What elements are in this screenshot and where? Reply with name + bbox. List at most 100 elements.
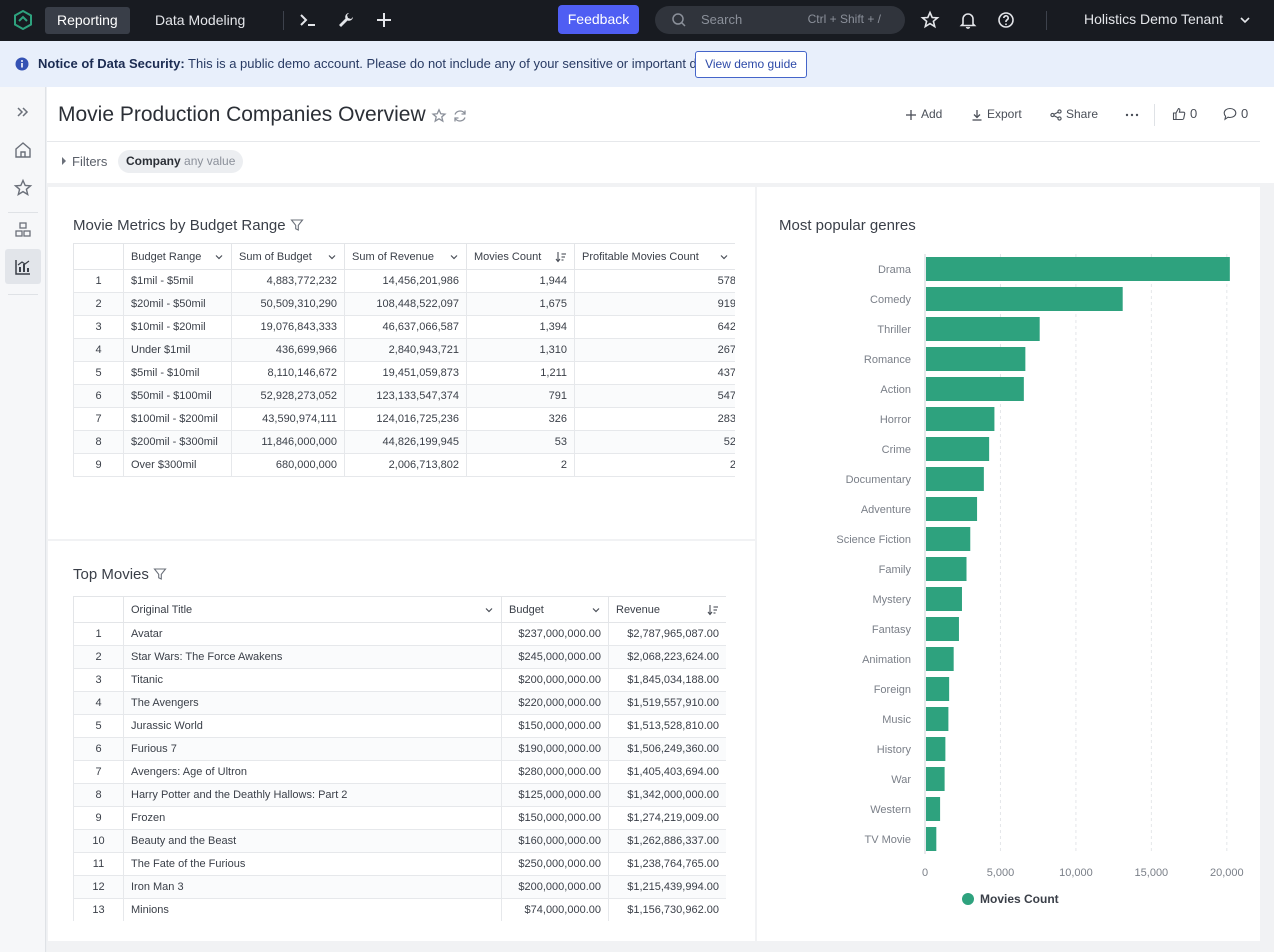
table-row[interactable]: 3 $10mil - $20mil 19,076,843,333 46,637,066… <box>73 315 735 339</box>
table-row[interactable]: 8 $200mil - $300mil 11,846,000,000 44,826,1… <box>73 430 735 454</box>
bar[interactable] <box>926 437 990 461</box>
bell-icon[interactable] <box>958 10 978 30</box>
more-options-icon[interactable] <box>1124 107 1140 123</box>
wrench-icon[interactable] <box>336 10 356 30</box>
chevron-down-icon[interactable] <box>591 605 601 615</box>
bar[interactable] <box>926 827 937 851</box>
sort-descending-icon[interactable] <box>707 604 719 616</box>
expand-sidebar-icon[interactable] <box>13 102 33 122</box>
column-header[interactable]: Original Title <box>123 596 502 623</box>
view-demo-guide-button[interactable]: View demo guide <box>695 51 807 78</box>
terminal-icon[interactable] <box>298 10 318 30</box>
chevron-down-icon[interactable] <box>214 252 224 262</box>
table-row[interactable]: 1 Avatar $237,000,000.00 $2,787,965,087.00 <box>73 622 726 646</box>
home-icon[interactable] <box>13 140 33 160</box>
bar[interactable] <box>926 527 971 551</box>
table-row[interactable]: 13 Minions $74,000,000.00 $1,156,730,962.00 <box>73 898 726 921</box>
table-row[interactable]: 10 Beauty and the Beast $160,000,000.00 $1,… <box>73 829 726 853</box>
chevron-down-icon[interactable] <box>327 252 337 262</box>
bar[interactable] <box>926 737 946 761</box>
chart-legend[interactable]: Movies Count <box>962 892 1059 906</box>
comments-button[interactable]: 0 <box>1223 106 1248 121</box>
search-input[interactable]: Search Ctrl + Shift + / <box>655 6 905 34</box>
bar[interactable] <box>926 677 950 701</box>
column-header[interactable]: Budget <box>501 596 609 623</box>
feedback-button[interactable]: Feedback <box>558 5 639 34</box>
bar[interactable] <box>926 257 1230 281</box>
table-cell: 14,456,201,986 <box>344 269 467 293</box>
table-row[interactable]: 11 The Fate of the Furious $250,000,000.00… <box>73 852 726 876</box>
bar[interactable] <box>926 347 1026 371</box>
table-row[interactable]: 7 Avengers: Age of Ultron $280,000,000.00 $… <box>73 760 726 784</box>
tenant-switcher[interactable]: Holistics Demo Tenant <box>1084 11 1224 27</box>
tab-data-modeling[interactable]: Data Modeling <box>155 12 246 28</box>
table-cell: $1,215,439,994.00 <box>608 875 726 899</box>
table-cell: 4,883,772,232 <box>231 269 345 293</box>
chevron-down-icon[interactable] <box>449 252 459 262</box>
table-row[interactable]: 1 $1mil - $5mil 4,883,772,232 14,456,201,98… <box>73 269 735 293</box>
bar[interactable] <box>926 707 949 731</box>
row-index: 2 <box>73 645 124 669</box>
chevron-down-icon[interactable] <box>1238 13 1252 27</box>
column-header[interactable]: Sum of Budget <box>231 243 345 270</box>
table-cell: $250,000,000.00 <box>501 852 609 876</box>
bar[interactable] <box>926 767 945 791</box>
table-row[interactable]: 3 Titanic $200,000,000.00 $1,845,034,188.00 <box>73 668 726 692</box>
filter-icon[interactable] <box>289 218 304 232</box>
table-cell: $1,238,764,765.00 <box>608 852 726 876</box>
bar[interactable] <box>926 797 941 821</box>
index-header <box>73 243 124 270</box>
help-icon[interactable] <box>996 10 1016 30</box>
table-row[interactable]: 12 Iron Man 3 $200,000,000.00 $1,215,439,99… <box>73 875 726 899</box>
share-button[interactable]: Share <box>1050 107 1098 121</box>
chevron-down-icon[interactable] <box>484 605 494 615</box>
column-header[interactable]: Sum of Revenue <box>344 243 467 270</box>
bar[interactable] <box>926 587 962 611</box>
column-header[interactable]: Profitable Movies Count <box>574 243 735 270</box>
column-header[interactable]: Movies Count <box>466 243 575 270</box>
bar[interactable] <box>926 377 1024 401</box>
star-icon[interactable] <box>920 10 940 30</box>
favorite-star-icon[interactable] <box>431 108 447 124</box>
bar[interactable] <box>926 287 1123 311</box>
table-row[interactable]: 6 $50mil - $100mil 52,928,273,052 123,133,5… <box>73 384 735 408</box>
favorites-star-icon[interactable] <box>13 178 33 198</box>
sort-descending-icon[interactable] <box>555 251 567 263</box>
column-header[interactable]: Revenue <box>608 596 726 623</box>
table-row[interactable]: 2 $20mil - $50mil 50,509,310,290 108,448,52… <box>73 292 735 316</box>
table-row[interactable]: 7 $100mil - $200mil 43,590,974,111 124,016,… <box>73 407 735 431</box>
bar[interactable] <box>926 497 978 521</box>
like-button[interactable]: 0 <box>1172 106 1197 121</box>
filters-toggle[interactable]: Filters <box>62 154 107 169</box>
table-row[interactable]: 9 Frozen $150,000,000.00 $1,274,219,009.00 <box>73 806 726 830</box>
bar[interactable] <box>926 557 967 581</box>
filter-icon[interactable] <box>153 567 167 581</box>
tab-reporting[interactable]: Reporting <box>45 7 130 34</box>
refresh-icon[interactable] <box>452 108 468 124</box>
column-header[interactable]: Budget Range <box>123 243 232 270</box>
bar[interactable] <box>926 647 954 671</box>
table-row[interactable]: 2 Star Wars: The Force Awakens $245,000,00… <box>73 645 726 669</box>
dashboard-chart-icon[interactable] <box>13 257 33 277</box>
data-models-icon[interactable] <box>13 220 33 240</box>
bar[interactable] <box>926 617 959 641</box>
bar[interactable] <box>926 467 984 491</box>
table-row[interactable]: 4 Under $1mil 436,699,966 2,840,943,721 1,31… <box>73 338 735 362</box>
add-button[interactable]: Add <box>905 107 942 121</box>
company-filter-chip[interactable]: Company any value <box>118 150 244 173</box>
table-cell: $5mil - $10mil <box>123 361 232 385</box>
chevron-down-icon[interactable] <box>719 252 729 262</box>
table-row[interactable]: 5 $5mil - $10mil 8,110,146,672 19,451,059,8… <box>73 361 735 385</box>
export-button[interactable]: Export <box>971 107 1022 121</box>
holistics-logo-icon[interactable] <box>13 10 33 30</box>
plus-icon[interactable] <box>374 10 394 30</box>
bar[interactable] <box>926 407 995 431</box>
category-label: Action <box>880 384 911 396</box>
row-index: 10 <box>73 829 124 853</box>
table-row[interactable]: 4 The Avengers $220,000,000.00 $1,519,557,9… <box>73 691 726 715</box>
table-row[interactable]: 5 Jurassic World $150,000,000.00 $1,513,528… <box>73 714 726 738</box>
bar[interactable] <box>926 317 1040 341</box>
table-row[interactable]: 6 Furious 7 $190,000,000.00 $1,506,249,360.… <box>73 737 726 761</box>
table-row[interactable]: 8 Harry Potter and the Deathly Hallows: P… <box>73 783 726 807</box>
